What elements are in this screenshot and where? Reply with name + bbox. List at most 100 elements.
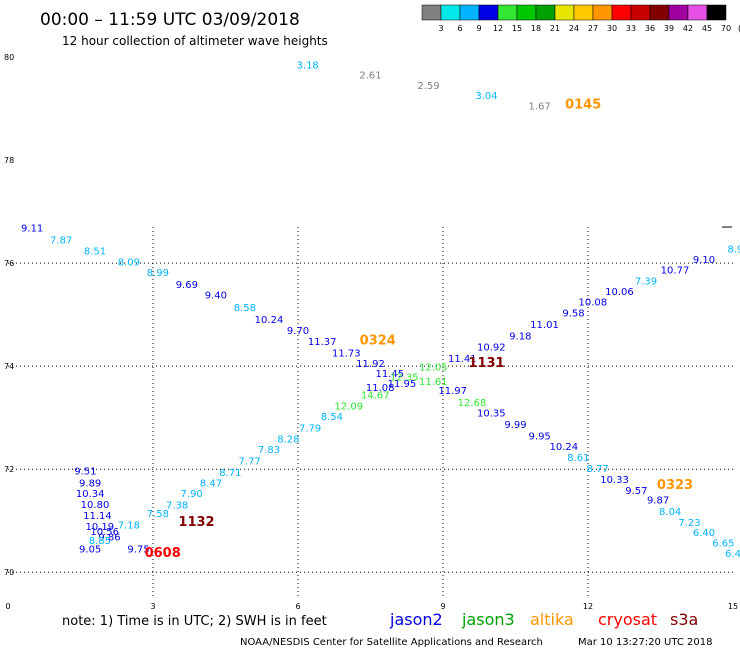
legend-swatch — [573, 4, 594, 21]
legend-label: 30 — [607, 24, 617, 33]
wave-height-label: 11.14 — [83, 511, 112, 522]
wave-height-label: 8.58 — [234, 303, 256, 314]
legend-label: 24 — [569, 24, 579, 33]
legend-unit: (ft) — [738, 24, 740, 33]
legend-swatch — [630, 4, 651, 21]
wave-height-label: 11.41 — [448, 354, 477, 365]
wave-height-label: 9.18 — [509, 331, 531, 342]
wave-height-label: 10.77 — [661, 265, 690, 276]
legend-swatch — [478, 4, 499, 21]
satellite-cryosat-label: cryosat — [598, 610, 657, 629]
wave-height-label: 2.59 — [417, 81, 439, 92]
legend-label: 27 — [588, 24, 598, 33]
x-tick-label: 9 — [440, 602, 445, 611]
wave-height-label: 9.11 — [21, 224, 43, 235]
legend-label: 15 — [512, 24, 522, 33]
wave-height-label: 11.08 — [366, 383, 395, 394]
wave-height-label: 9.89 — [79, 479, 101, 490]
wave-height-label: 9.05 — [79, 545, 101, 556]
wave-height-label: 3.18 — [297, 60, 319, 71]
wave-height-label: 10.19 — [86, 522, 115, 533]
x-tick-label: 0 — [5, 602, 10, 611]
credit-text: NOAA/NESDIS Center for Satellite Applica… — [240, 637, 543, 648]
wave-height-label: 12.09 — [334, 401, 363, 412]
wave-height-label: 7.58 — [147, 509, 169, 520]
wave-height-label: 10.56 — [90, 527, 119, 538]
page-subtitle: 12 hour collection of altimeter wave hei… — [62, 34, 328, 48]
legend-swatch — [516, 4, 537, 21]
wave-height-label: 7.87 — [50, 236, 72, 247]
wave-height-label: 8.85 — [89, 536, 111, 547]
wave-height-label: 6.40 — [693, 528, 715, 539]
note-text: note: 1) Time is in UTC; 2) SWH is in fe… — [62, 614, 327, 629]
legend-label: 6 — [457, 24, 462, 33]
pass-time-label: 0145 — [565, 98, 601, 113]
y-tick-label: 78 — [4, 156, 14, 165]
pass-time-label: 0323 — [657, 478, 693, 493]
data-labels: 3.182.612.593.041.679.117.878.518.098.99… — [21, 60, 740, 559]
wave-height-label: 7.90 — [181, 489, 203, 500]
wave-height-label: 1.67 — [529, 102, 551, 113]
pass-time-label: 1131 — [468, 356, 504, 371]
legend-label: 39 — [664, 24, 674, 33]
y-tick-label: 74 — [4, 362, 14, 371]
legend-label: 3 — [438, 24, 443, 33]
wave-height-label: 7.39 — [635, 277, 657, 288]
wave-height-label: 11.97 — [438, 386, 467, 397]
satellite-altika-label: altika — [530, 610, 574, 629]
pass-time-label: 0608 — [145, 546, 181, 561]
legend-label: 45 — [702, 24, 712, 33]
wave-height-label: 8.51 — [84, 246, 106, 257]
legend-swatch — [535, 4, 556, 21]
wave-height-label: 9.58 — [562, 309, 584, 320]
wave-height-label: 9.95 — [529, 431, 551, 442]
legend-swatch — [668, 4, 689, 21]
wave-height-label: 8.28 — [277, 434, 299, 445]
wave-height-label: 11.61 — [419, 377, 448, 388]
wave-height-label: 8.61 — [567, 453, 589, 464]
wave-height-label: 10.80 — [81, 500, 110, 511]
wave-height-label: 9.86 — [98, 532, 120, 543]
pass-time-label: 0324 — [360, 334, 396, 349]
wave-height-label: 14.67 — [361, 391, 390, 402]
timestamp-text: Mar 10 13:27:20 UTC 2018 — [578, 637, 713, 648]
legend-label: 33 — [626, 24, 636, 33]
wave-height-label: 8.71 — [219, 468, 241, 479]
legend-swatch — [687, 4, 708, 21]
wave-height-label: 9.70 — [287, 326, 309, 337]
wave-height-label: 6.65 — [712, 538, 734, 549]
wave-height-label: 8.54 — [321, 412, 343, 423]
x-tick-label: 15 — [728, 602, 738, 611]
wave-height-label: 7.79 — [299, 424, 321, 435]
wave-height-label: 11.37 — [308, 337, 337, 348]
x-tick-label: 12 — [583, 602, 593, 611]
y-tick-label: 80 — [4, 53, 14, 62]
plot-grid: 0 3 6 9 12 15 70 72 74 76 78 80 — [4, 53, 738, 611]
wave-height-label: 7.23 — [678, 518, 700, 529]
satellite-jason2-label: jason2 — [389, 610, 443, 629]
wave-height-label: 9.10 — [693, 255, 715, 266]
wave-height-label: 12.68 — [458, 398, 487, 409]
wave-height-label: 10.06 — [605, 287, 634, 298]
legend-label: 18 — [531, 24, 541, 33]
wave-height-label: 6.4 — [725, 549, 740, 560]
legend-label: 36 — [645, 24, 655, 33]
wave-height-label: 11.01 — [530, 320, 559, 331]
wave-height-label: 8.77 — [587, 464, 609, 475]
wave-height-label: 11.45 — [376, 369, 405, 380]
wave-height-label: 8.04 — [659, 507, 681, 518]
wave-height-label: 8.09 — [118, 258, 140, 269]
legend-swatch — [497, 4, 518, 21]
wave-height-label: 9.57 — [625, 486, 647, 497]
y-tick-label: 76 — [4, 259, 14, 268]
x-tick-label: 6 — [295, 602, 300, 611]
legend-label: 42 — [683, 24, 693, 33]
x-tick-label: 3 — [150, 602, 155, 611]
wave-height-label: 9.99 — [504, 420, 526, 431]
wave-height-label: 9.87 — [647, 496, 669, 507]
legend-label: 70 — [721, 24, 731, 33]
wave-height-label: 3.04 — [475, 91, 497, 102]
wave-height-label: 11.92 — [356, 359, 385, 370]
